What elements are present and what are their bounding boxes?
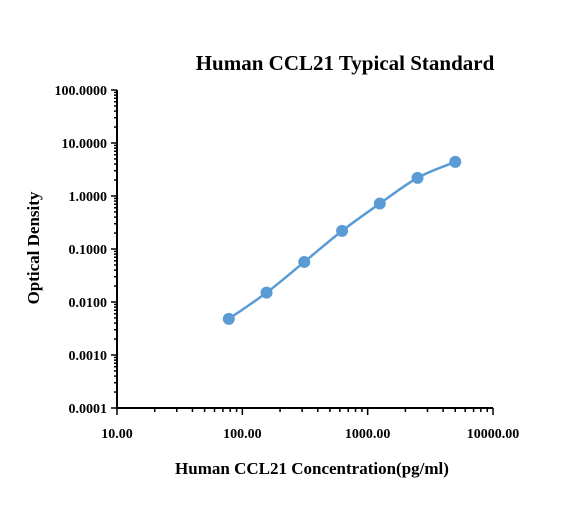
- chart-title: Human CCL21 Typical Standard: [196, 51, 495, 75]
- tick-labels: 0.0001 0.0010 0.0100 0.1000 1.0000 10.0000 100…: [55, 84, 520, 442]
- x-tick-label: 10.00: [101, 427, 133, 442]
- data-point: [222, 312, 235, 325]
- y-tick-label: 0.0100: [69, 296, 108, 311]
- axes: [116, 90, 493, 409]
- y-tick-label: 0.1000: [69, 243, 108, 258]
- data-point: [336, 224, 349, 237]
- data-point: [298, 255, 311, 268]
- x-tick-label: 100.00: [223, 427, 262, 442]
- y-tick-label: 100.0000: [55, 84, 108, 99]
- x-tick-label: 10000.00: [467, 427, 520, 442]
- ticks: [111, 89, 494, 415]
- data-point: [449, 155, 462, 168]
- data-point: [411, 171, 424, 184]
- y-tick-label: 0.0001: [69, 402, 108, 417]
- x-tick-label: 1000.00: [345, 427, 391, 442]
- y-tick-label: 10.0000: [62, 137, 108, 152]
- y-tick-label: 1.0000: [69, 190, 108, 205]
- x-axis-title: Human CCL21 Concentration(pg/ml): [175, 459, 449, 478]
- data-point: [373, 197, 386, 210]
- y-tick-label: 0.0010: [69, 349, 108, 364]
- data-point: [260, 286, 273, 299]
- series-layer: [222, 155, 462, 325]
- y-axis-title: Optical Density: [24, 191, 43, 304]
